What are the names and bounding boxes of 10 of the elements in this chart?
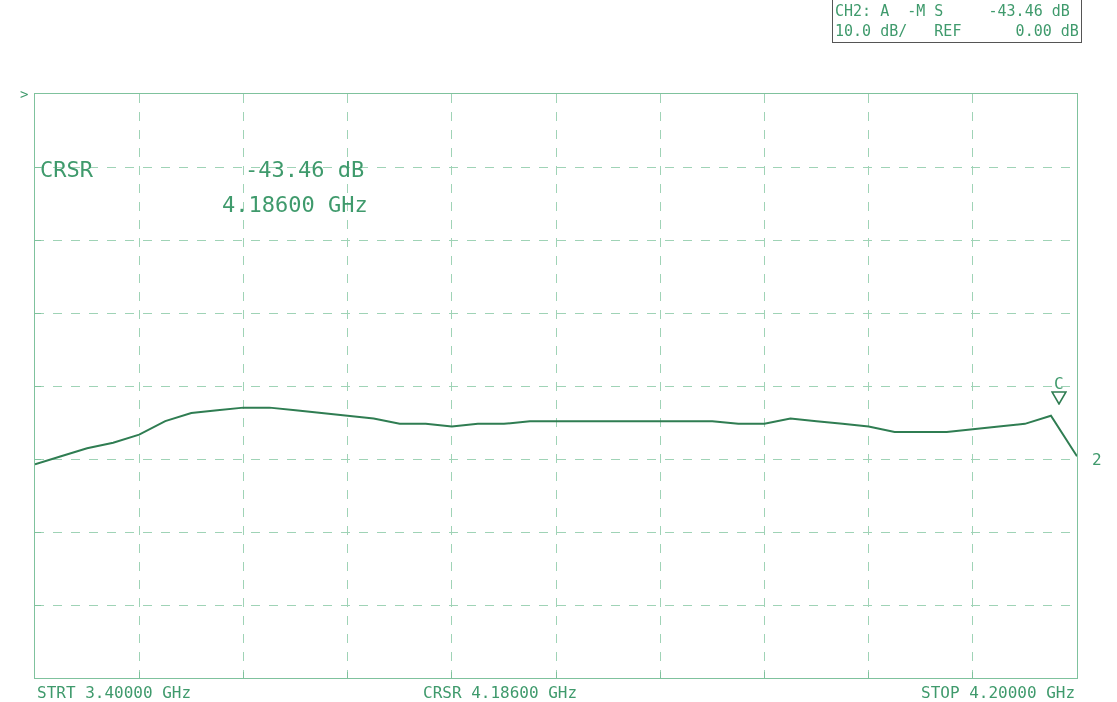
text: C <box>1054 374 1064 393</box>
text: 2 <box>1092 450 1102 469</box>
text: CRSR <box>40 157 94 182</box>
text: -43.46 dB <box>245 157 365 182</box>
text: 4.18600 GHz <box>222 192 368 217</box>
text: STRT 3.40000 GHz <box>37 683 192 702</box>
text: CRSR 4.18600 GHz <box>423 683 578 702</box>
text: STOP 4.20000 GHz <box>921 683 1076 702</box>
text: > <box>20 86 29 102</box>
text: CH2: A -M S -43.46 dB 10.0 dB/ REF 0.00 dB <box>835 2 1079 40</box>
